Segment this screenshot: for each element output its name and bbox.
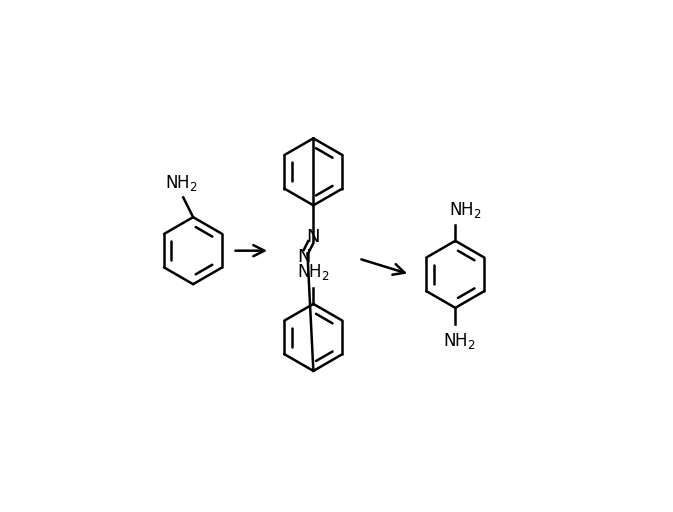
Text: NH$_2$: NH$_2$ [165, 173, 198, 193]
Text: NH$_2$: NH$_2$ [297, 262, 330, 282]
Text: NH$_2$: NH$_2$ [443, 331, 476, 351]
Text: N: N [297, 248, 310, 266]
Text: N: N [307, 228, 320, 246]
Text: NH$_2$: NH$_2$ [449, 200, 481, 220]
